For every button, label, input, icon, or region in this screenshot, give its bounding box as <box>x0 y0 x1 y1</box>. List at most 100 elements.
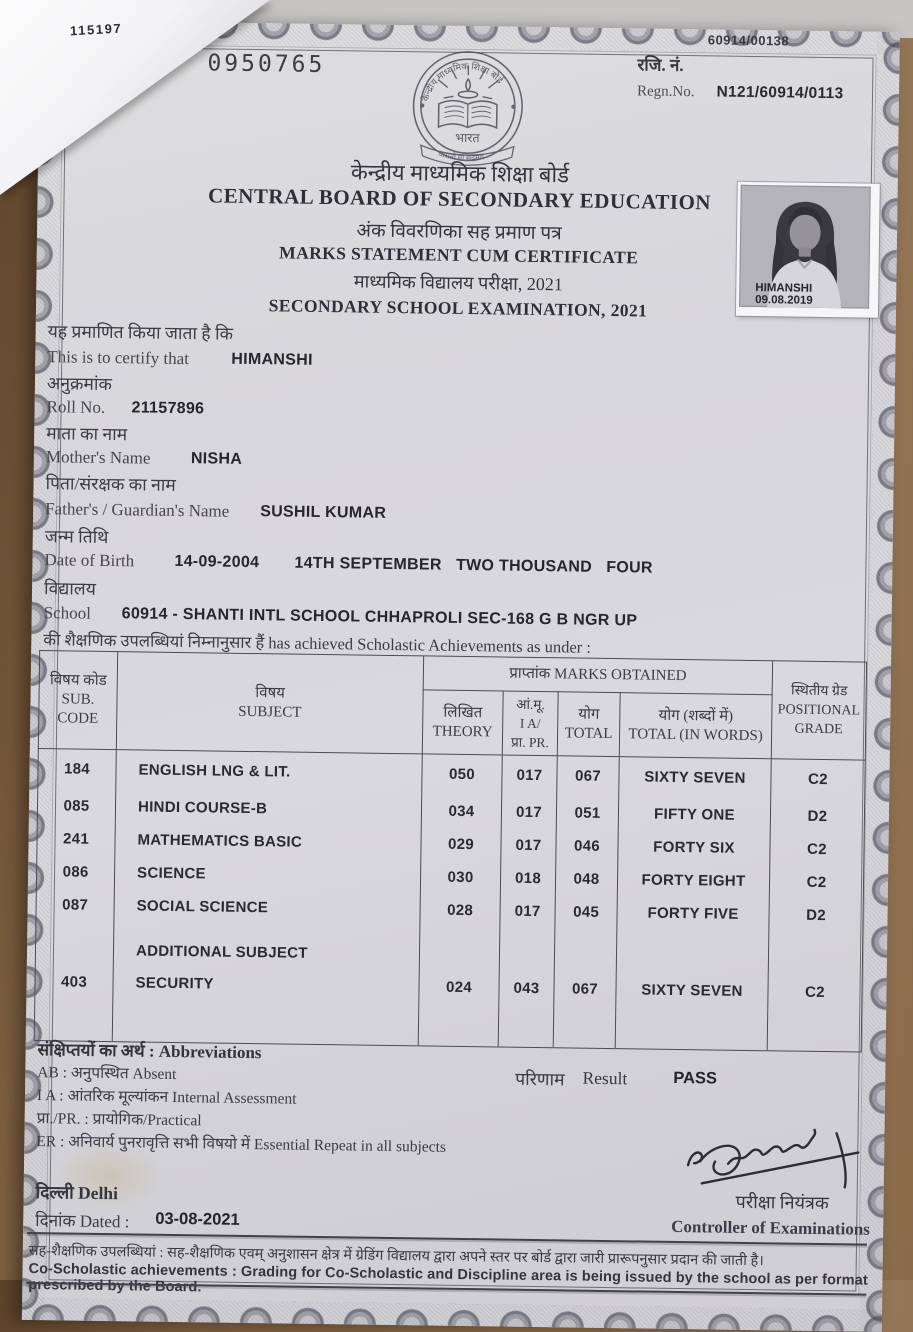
dated-value: 03-08-2021 <box>155 1209 240 1229</box>
cell-theory: 034 <box>421 793 502 829</box>
cell-ia: 017 <box>501 795 557 829</box>
result-label-english: Result <box>582 1067 628 1089</box>
cell-total: 048 <box>555 861 618 896</box>
regn-label-english: Regn.No. N121/60914/0113 <box>637 78 844 107</box>
dated-label-english: Dated : <box>79 1211 130 1232</box>
cell-subject: MATHEMATICS BASIC <box>114 822 422 860</box>
cell-theory: 050 <box>421 753 503 796</box>
cell-grade: C2 <box>769 864 864 900</box>
cell-total: 067 <box>556 755 620 797</box>
logo-bharat-text: भारत <box>455 131 480 145</box>
cell-theory <box>419 939 500 972</box>
col-header-total-in-words: योग (शब्दों में) TOTAL (IN WORDS) <box>619 692 773 759</box>
cell-subject: HINDI COURSE-B <box>115 789 422 827</box>
cell-words: FORTY FIVE <box>616 895 770 931</box>
place-line: दिल्ली Delhi <box>35 1180 118 1205</box>
regn-label-hindi: रजि. नं. <box>637 55 684 75</box>
dob-value: 14-09-2004 <box>174 552 260 572</box>
cell-grade: C2 <box>769 831 865 867</box>
cell-words: FIFTY ONE <box>618 796 771 832</box>
cell-grade: D2 <box>768 897 864 933</box>
cell-code <box>35 934 114 966</box>
cell-subject: ADDITIONAL SUBJECT <box>113 935 420 970</box>
cell-grade: C2 <box>770 758 866 801</box>
cell-words: FORTY EIGHT <box>617 862 770 898</box>
cell-total: 045 <box>554 894 618 929</box>
col-header-theory: लिखित THEORY <box>422 689 504 756</box>
col-header-positional-grade: स्थितीय ग्रेड POSITIONAL GRADE <box>771 660 867 761</box>
cell-words <box>616 942 769 975</box>
school-label-hindi: विद्यालय <box>43 578 97 599</box>
cell-subject: SCIENCE <box>114 855 421 893</box>
cell-theory: 024 <box>418 969 500 1006</box>
marks-table: विषय कोड SUB. CODE विषय SUBJECT प्राप्ता… <box>33 650 868 1053</box>
cell-code: 403 <box>34 964 114 1000</box>
cell-code: 086 <box>36 854 115 889</box>
controller-title-english: Controller of Examinations <box>671 1216 870 1239</box>
col-header-subject-code: विषय कोड SUB. CODE <box>38 650 118 750</box>
mother-label-english: Mother's Name <box>45 447 151 468</box>
student-photo: HIMANSHI 09.08.2019 <box>735 181 880 318</box>
cell-words: SIXTY SEVEN <box>615 972 769 1009</box>
regn-number-value: N121/60914/0113 <box>716 83 844 103</box>
roll-label-hindi: अनुक्रमांक <box>46 373 113 395</box>
cell-code: 241 <box>36 821 116 856</box>
result-block: परिणाम Result PASS <box>515 1067 717 1094</box>
registration-block: रजि. नं. Regn.No. N121/60914/0113 <box>637 52 844 107</box>
roll-number-value: 21157896 <box>131 399 205 418</box>
roll-label-english: Roll No. <box>46 397 106 417</box>
cell-ia: 017 <box>499 894 556 928</box>
stamp-serial-number: 115197 <box>69 20 123 39</box>
result-value: PASS <box>673 1068 718 1088</box>
cell-words: FORTY SIX <box>617 829 771 865</box>
mother-name-value: NISHA <box>190 450 243 468</box>
cell-ia: 018 <box>500 861 556 895</box>
cell-grade: D2 <box>770 798 865 834</box>
cell-ia: 043 <box>498 971 555 1006</box>
cell-theory: 030 <box>420 859 501 895</box>
cell-total: 046 <box>555 828 619 863</box>
cell-total <box>554 941 617 973</box>
col-header-internal-assessment: आं.मू. I A/ प्रा. PR. <box>502 691 559 756</box>
cell-total: 051 <box>556 795 619 830</box>
cell-theory: 028 <box>419 892 501 928</box>
father-label-english: Father's / Guardian's Name <box>45 499 230 521</box>
controller-title-hindi: परीक्षा नियंत्रक <box>735 1191 829 1214</box>
student-name-value: HIMANSHI <box>231 350 313 369</box>
certificate-paper: 0950765 60914/00138 रजि. नं. Regn.No. N12… <box>21 20 900 1332</box>
col-header-subject: विषय SUBJECT <box>116 651 424 754</box>
folded-page-corner <box>0 0 270 195</box>
cell-ia <box>499 941 555 972</box>
place-english: Delhi <box>77 1182 119 1204</box>
col-header-total: योग TOTAL <box>557 691 621 757</box>
cell-total: 067 <box>553 971 617 1007</box>
result-label-hindi: परिणाम <box>515 1068 565 1090</box>
dated-label-hindi: दिनांक <box>35 1211 76 1231</box>
photo-name-overlay: HIMANSHI <box>755 282 812 295</box>
dob-label-hindi: जन्म तिथि <box>44 526 109 548</box>
father-label-hindi: पिता/संरक्षक का नाम <box>45 473 176 495</box>
cbse-logo: केन्द्रीय माध्यमिक शिक्षा बोर्ड भारत असत… <box>412 51 523 166</box>
dob-label-english: Date of Birth <box>44 550 135 571</box>
mother-label-hindi: माता का नाम <box>46 423 128 445</box>
cell-theory: 029 <box>420 826 502 862</box>
cell-code: 087 <box>35 887 115 922</box>
dated-line: दिनांक Dated : 03-08-2021 <box>35 1208 240 1232</box>
col-header-marks-obtained: प्राप्तांक MARKS OBTAINED <box>423 655 773 695</box>
father-name-value: SUSHIL KUMAR <box>260 503 387 522</box>
cell-subject: SOCIAL SCIENCE <box>113 888 421 926</box>
cell-words: SIXTY SEVEN <box>618 756 772 799</box>
certify-label-english: This is to certify that <box>47 347 190 369</box>
cell-subject: ENGLISH LNG & LIT. <box>115 749 423 794</box>
regn-label-en-text: Regn.No. <box>636 83 695 101</box>
certify-label-hindi: यह प्रमाणित किया जाता है कि <box>47 321 234 344</box>
abbreviations-block: संक्षिप्तयों का अर्थ : Abbreviations AB … <box>36 1038 447 1159</box>
cell-subject: SECURITY <box>112 965 420 1004</box>
cell-code: 085 <box>37 788 116 823</box>
top-right-code: 60914/00138 <box>707 32 790 49</box>
place-hindi: दिल्ली <box>35 1182 74 1203</box>
cell-ia: 017 <box>500 828 557 862</box>
cell-grade: C2 <box>767 974 863 1011</box>
cell-ia: 017 <box>501 755 558 796</box>
signature <box>686 1128 860 1189</box>
